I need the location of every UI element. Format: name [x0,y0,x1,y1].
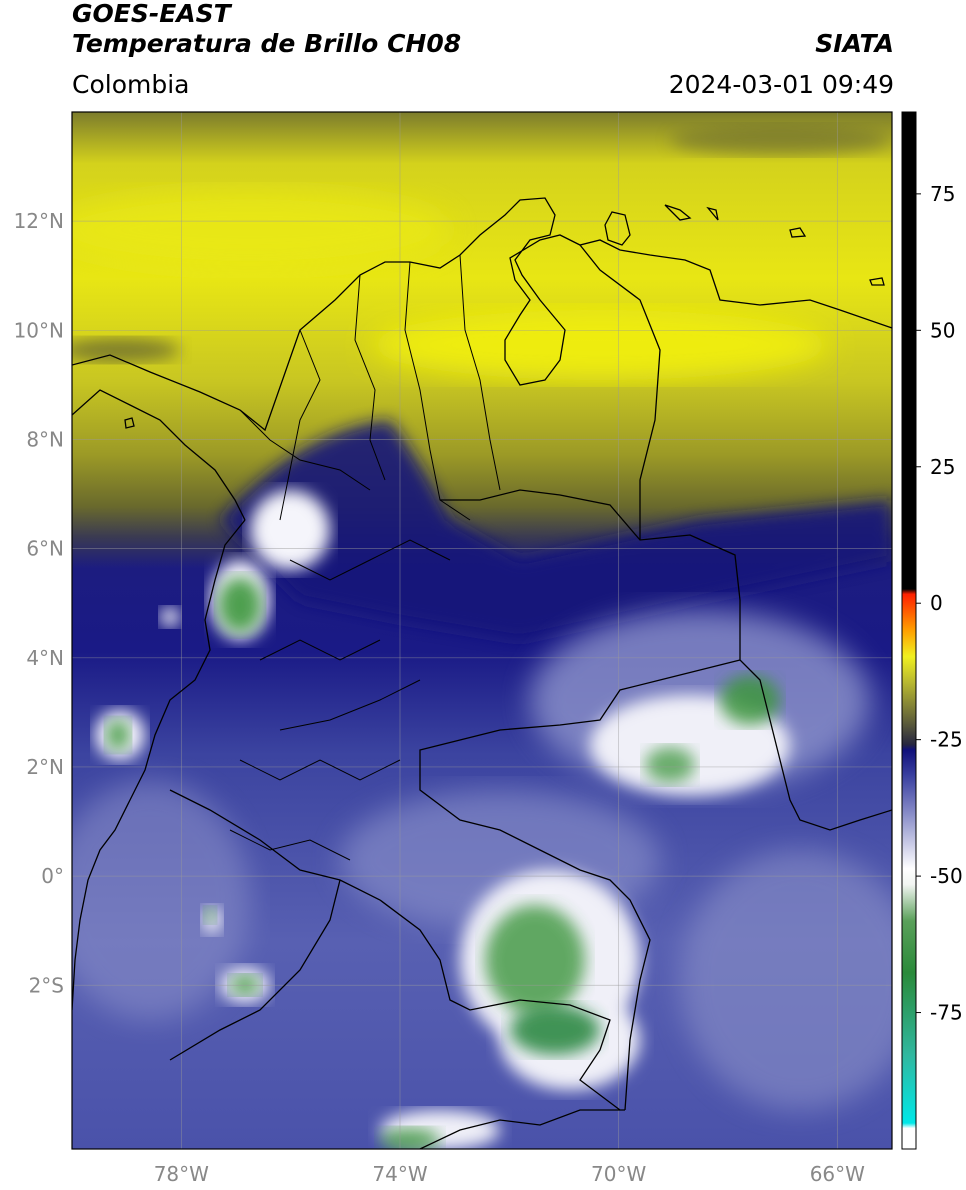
brightness-temperature-field [72,112,892,1149]
lon-tick-label: 74°W [372,1162,427,1186]
lat-tick-label: 2°N [26,755,64,779]
colorbar-tick-label: 50 [930,318,955,342]
colorbar-tick-label: -50 [930,864,963,888]
lon-tick-label: 66°W [810,1162,865,1186]
lat-tick-label: 4°N [26,646,64,670]
lat-tick-label: 12°N [14,209,64,233]
latitude-labels: 12°N 10°N 8°N 6°N 4°N 2°N 0° 2°S [14,209,64,997]
ecuador-peru-border [169,879,341,1061]
lat-tick-label: 2°S [29,973,64,997]
colorbar-tick-label: 0 [930,591,943,615]
lat-tick-label: 6°N [26,537,64,561]
gridlines [72,112,892,1149]
colombia-venezuela-border [440,489,892,831]
timestamp-label: 2024-03-01 09:49 [668,70,894,99]
map-frame [71,111,893,1150]
title-line2: Temperatura de Brillo CH08 [72,29,462,58]
colorbar-tick-label: 25 [930,455,955,479]
island-curacao [604,211,631,246]
lat-tick-label: 8°N [26,427,64,451]
lon-tick-label: 70°W [591,1162,646,1186]
lon-tick-label: 78°W [154,1162,209,1186]
colorbar-gradient [902,112,916,1149]
island-trinidad [869,277,885,286]
brand-label: SIATA [815,29,894,58]
colombia-ecuador-border [169,789,625,1111]
colorbar-tick-label: -75 [930,1001,963,1025]
panama-coast [72,389,246,521]
lat-tick-label: 10°N [14,318,64,342]
region-label: Colombia [72,70,190,99]
island-aruba [664,204,692,221]
island-gorgona [124,417,135,429]
island-margarita [789,227,807,238]
longitude-labels: 78°W 74°W 70°W 66°W [154,1162,865,1186]
department-borders [229,254,501,861]
colorbar-ticks: 75 50 25 0 -25 -50 -75 [916,182,963,1025]
country-borders [72,197,892,1149]
colorbar-tick-label: -25 [930,728,963,752]
colorbar: 75 50 25 0 -25 -50 -75 [901,111,963,1150]
colorbar-frame [901,111,917,1150]
peru-brazil-border [419,1109,620,1149]
colombia-southern-border [419,659,741,1111]
venezuela-north-border [579,244,661,540]
island-bonaire [706,206,719,221]
colorbar-tick-label: 75 [930,182,955,206]
lat-tick-label: 0° [41,864,64,888]
title-line1: GOES-EAST [72,0,231,28]
pacific-coastline [72,519,246,1011]
caribbean-coastline [72,197,892,432]
